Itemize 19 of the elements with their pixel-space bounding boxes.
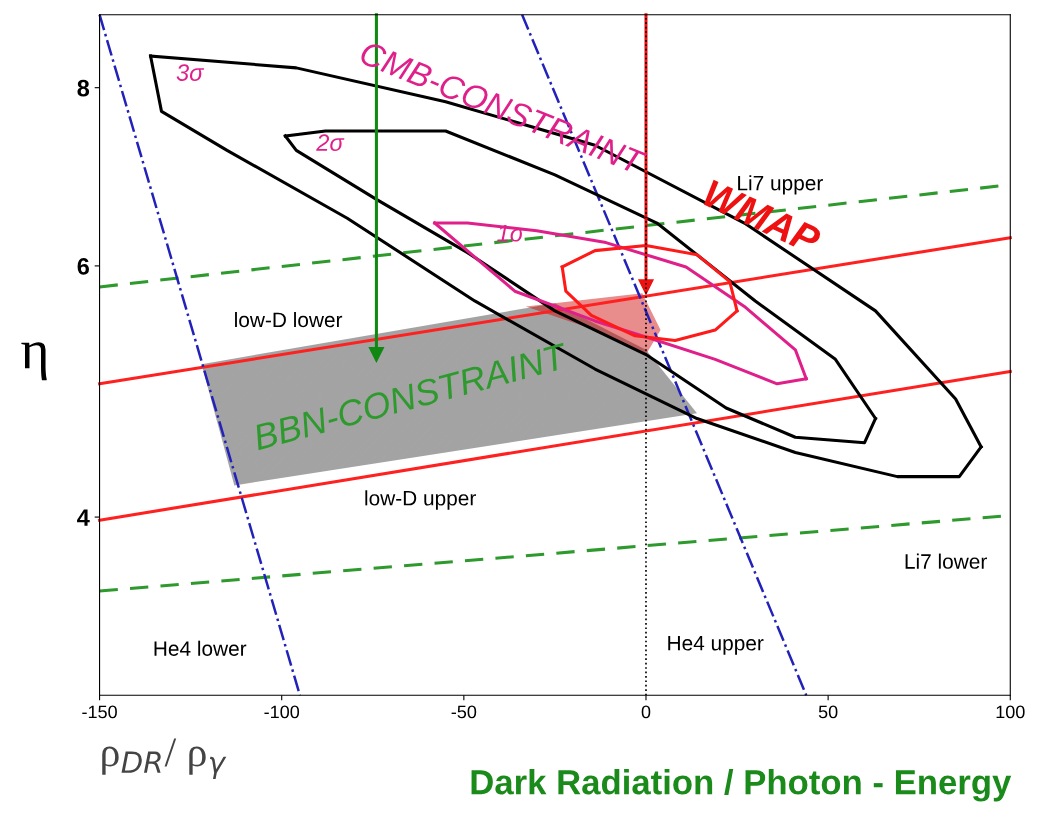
annotation: low-D upper (365, 490, 476, 510)
annotation: Li7 lower (905, 553, 987, 569)
y-tick-label: 4 (77, 509, 90, 526)
y-tick-label: 6 (77, 257, 89, 275)
x-axis-title: ρ$_{DR}$/ ρ$_{γ}$ (102, 738, 227, 779)
x-tick-label: 0 (641, 705, 651, 719)
annotation: He4 lower (154, 640, 247, 656)
y-axis-title: η (21, 342, 47, 381)
annotation: 3σ (176, 64, 205, 81)
x-tick-label: -50 (451, 705, 477, 719)
text: Dark Radiation / Photon - Energy (471, 769, 1012, 802)
annotation: He4 upper (668, 635, 764, 655)
y-tick-label: 8 (77, 79, 90, 97)
x-tick-label: -150 (82, 705, 117, 719)
x-tick-label: 100 (996, 705, 1025, 719)
x-tick-label: -100 (264, 705, 300, 719)
annotation: low-D lower (235, 311, 343, 328)
x-tick-label: 50 (818, 705, 838, 719)
annotation: 2σ (316, 134, 345, 152)
